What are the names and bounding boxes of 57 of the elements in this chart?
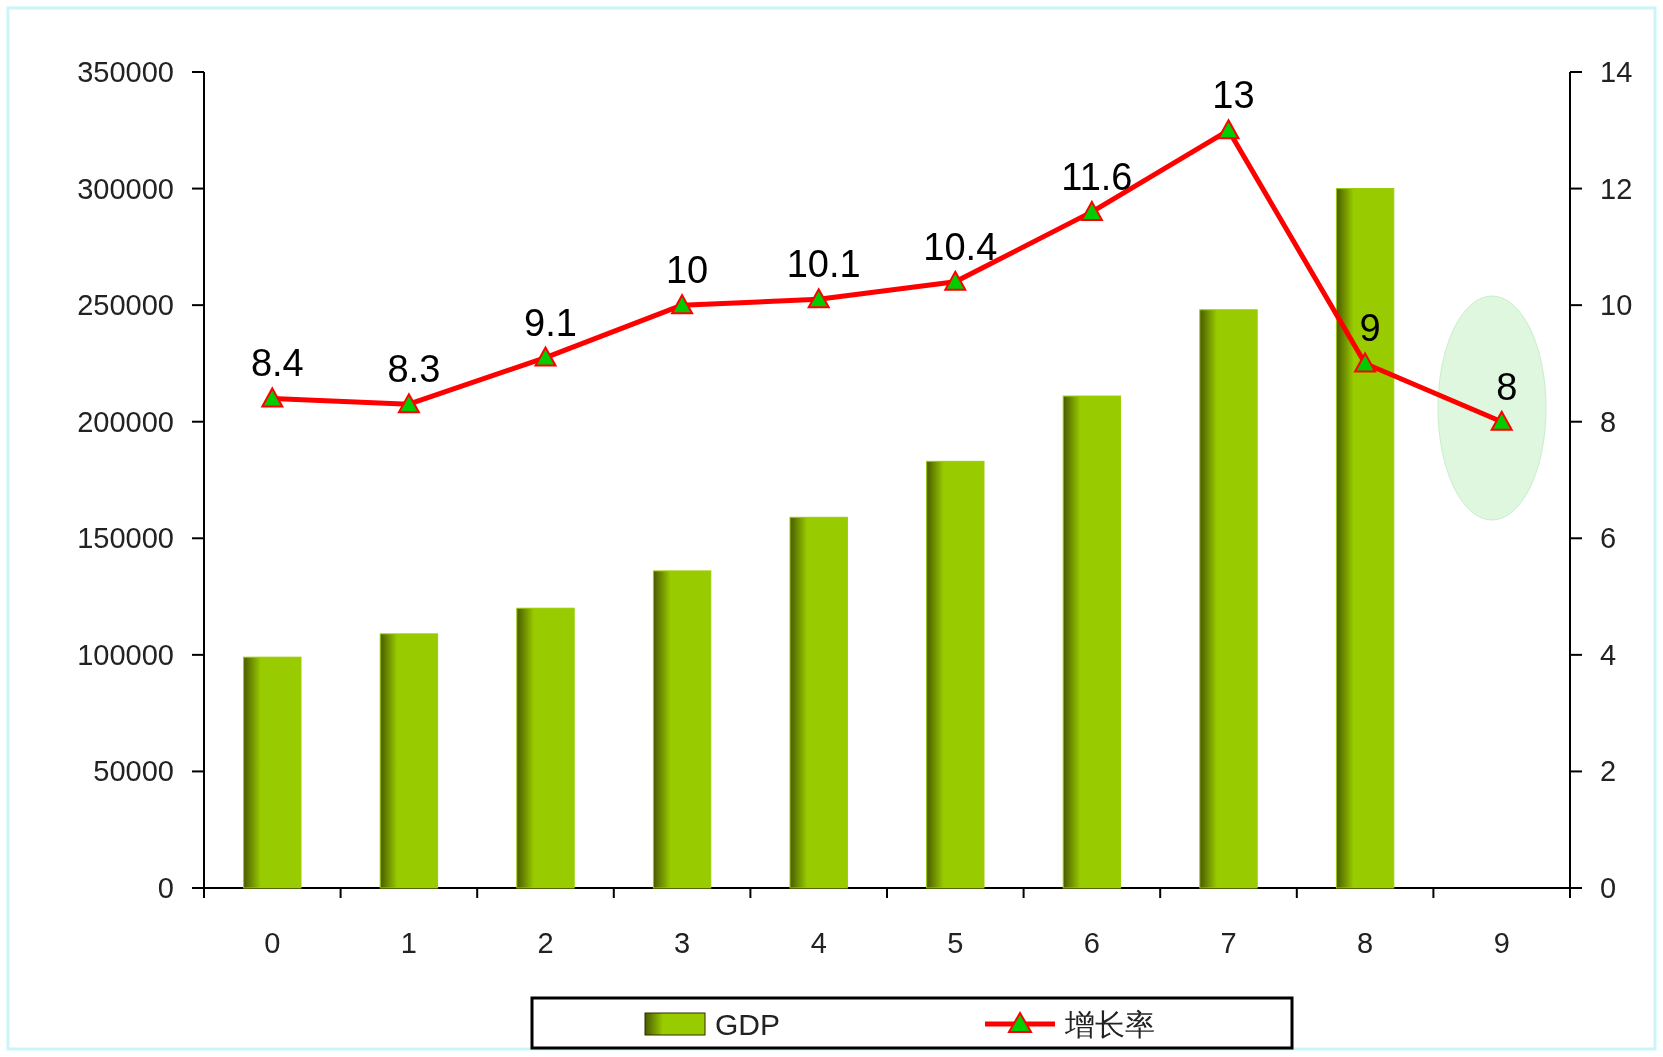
x-tick-label: 7 — [1220, 927, 1237, 959]
y-tick-label: 150000 — [77, 522, 174, 555]
point — [807, 288, 830, 309]
y-tick-label: 250000 — [77, 289, 174, 322]
x-tick-label: 8 — [1357, 927, 1374, 959]
point — [944, 270, 967, 291]
x-tick-label: 1 — [400, 927, 417, 959]
x-tick-label: 0 — [264, 927, 281, 959]
y-tick-label: 300000 — [77, 172, 174, 205]
bar — [1335, 188, 1395, 889]
data-label: 13 — [1212, 74, 1255, 117]
data-label: 10 — [665, 249, 709, 292]
y2-tick-label: 6 — [1600, 522, 1617, 555]
y-tick-label: 350000 — [77, 56, 174, 88]
data-label: 10.1 — [786, 243, 861, 286]
legend-label: 增长率 — [1064, 1008, 1155, 1041]
bar — [516, 607, 575, 889]
point — [671, 294, 694, 315]
bar — [1062, 395, 1122, 889]
y2-tick-label: 14 — [1600, 56, 1633, 88]
point — [1490, 410, 1513, 431]
bar — [652, 570, 712, 889]
point — [534, 346, 557, 367]
point — [1080, 200, 1103, 221]
x-tick-label: 4 — [810, 927, 827, 959]
x-tick-label: 3 — [674, 927, 691, 959]
y2-tick-label: 0 — [1600, 872, 1617, 904]
bar — [789, 516, 848, 889]
data-label: 9 — [1359, 307, 1381, 350]
x-tick-label: 9 — [1493, 927, 1510, 959]
y2-tick-label: 12 — [1600, 172, 1633, 205]
y2-tick-label: 10 — [1600, 289, 1633, 322]
bar — [926, 460, 985, 889]
y2-tick-label: 4 — [1600, 638, 1617, 671]
data-label: 8.4 — [250, 342, 304, 385]
legend-label: GDP — [715, 1008, 781, 1041]
x-tick-label: 5 — [947, 927, 964, 959]
point — [261, 387, 284, 408]
y2-tick-label: 8 — [1600, 405, 1617, 438]
x-tick-label: 6 — [1083, 927, 1100, 959]
point — [1354, 352, 1377, 373]
data-label: 8.3 — [387, 348, 441, 391]
bar — [379, 633, 439, 889]
bar — [1199, 309, 1258, 889]
x-tick-label: 2 — [537, 927, 554, 959]
data-label: 9.1 — [524, 301, 577, 344]
y-tick-label: 50000 — [93, 755, 174, 788]
y2-tick-label: 2 — [1600, 755, 1617, 788]
point — [397, 393, 420, 414]
y-tick-label: 0 — [157, 872, 174, 904]
data-label: 8 — [1496, 365, 1518, 408]
y-tick-label: 200000 — [77, 405, 174, 438]
bar — [243, 656, 302, 889]
point — [1217, 119, 1240, 140]
data-label: 10.4 — [923, 225, 998, 268]
y-tick-label: 100000 — [77, 638, 174, 671]
data-label: 11.6 — [1061, 155, 1133, 198]
